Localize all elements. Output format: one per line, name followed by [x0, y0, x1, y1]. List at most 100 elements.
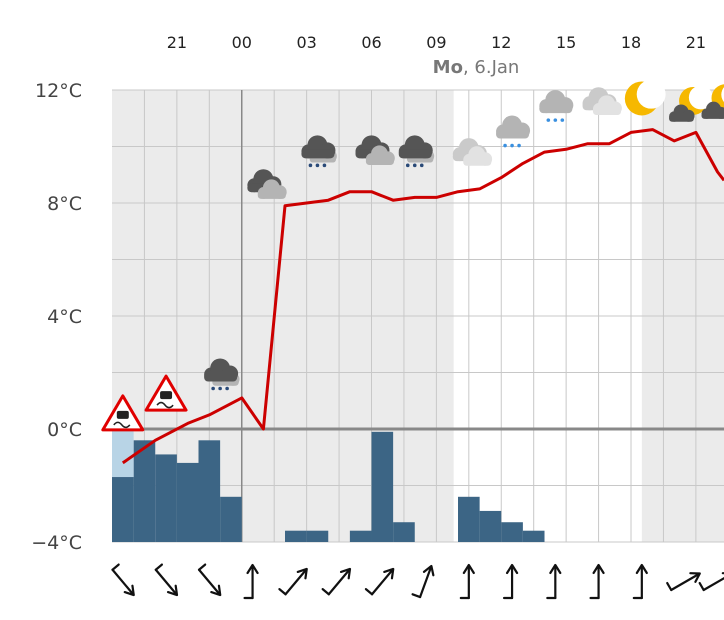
wind-arrow-icon [197, 563, 222, 597]
x-tick-label: 09 [426, 33, 446, 52]
rain-drop [517, 143, 521, 148]
arrow-barb [411, 593, 422, 599]
wind-arrow-icon [666, 572, 701, 592]
cloud-base [365, 157, 394, 165]
precip-bar [501, 522, 523, 542]
arrow-barb [698, 581, 705, 592]
overcast-cloud-icon [247, 169, 287, 199]
arrow-head [689, 572, 701, 583]
cloud-base [592, 107, 622, 115]
y-tick-label: 8°C [47, 193, 82, 215]
temperature-line-group [121, 128, 724, 465]
moon-icon [624, 79, 666, 116]
moon-cloud-icon [669, 85, 713, 122]
arrow-shaft [418, 565, 433, 599]
precip-bar [176, 462, 199, 542]
rain-drop [308, 163, 313, 168]
front-cloud [398, 135, 433, 159]
rain-drop [412, 163, 417, 168]
moon-shape [624, 79, 666, 116]
wind-arrow-icon [459, 563, 475, 600]
warning-triangle [101, 394, 145, 432]
cloud-base [669, 114, 694, 122]
arrow-head [462, 563, 475, 575]
cloud-base [539, 104, 573, 114]
heavy-rain-cloud-icon [204, 358, 240, 391]
arrow-head [383, 567, 395, 580]
precip-bar [371, 431, 394, 542]
rain-drop [553, 118, 558, 122]
y-tick-label: 4°C [47, 306, 82, 328]
rain-drop [322, 163, 327, 168]
cloud-base [463, 158, 492, 166]
rain-drop [560, 118, 565, 122]
arrow-barb [321, 588, 330, 596]
front-cloud [539, 90, 574, 114]
x-tick-label: 03 [296, 33, 316, 52]
precip-bar [393, 522, 415, 542]
wind-arrow-icon [364, 567, 395, 596]
slippery-road-warning-icon [144, 374, 188, 412]
heavy-rain-cloud-icon [398, 135, 435, 168]
temperature-line [121, 128, 724, 465]
date-day: Mo [433, 57, 463, 78]
warning-triangle [144, 374, 188, 412]
snow-bar [112, 420, 134, 478]
rain-drop [225, 386, 229, 391]
arrow-head [592, 563, 605, 575]
lower-cloud [257, 179, 287, 199]
precip-bar [198, 440, 221, 542]
arrow-shaft [670, 572, 701, 592]
light-rain-cloud-icon [496, 115, 531, 148]
front-cloud [701, 101, 724, 119]
cloud-base [701, 112, 724, 119]
cloud-base [301, 149, 335, 159]
light-cloud-icon [582, 87, 622, 115]
wind-arrow-icon [154, 563, 179, 597]
arrow-shaft [111, 568, 135, 596]
arrow-head [166, 584, 179, 597]
arrow-shaft [327, 568, 351, 596]
rain-drop [218, 386, 222, 391]
precip-bar [285, 530, 307, 542]
cloud-base [257, 191, 286, 199]
wind-arrow-icon [411, 564, 435, 599]
x-axis-tick-labels: 21 00 03 06 09 12 15 18 21 [167, 33, 706, 52]
date-rest: , 6.Jan [463, 57, 519, 78]
precip-bar [155, 454, 177, 542]
cloud-base [398, 149, 432, 159]
precip-bar [522, 530, 545, 542]
arrow-head [210, 584, 222, 597]
precip-bar [479, 510, 502, 542]
car-body [160, 391, 173, 400]
arrow-barb [154, 563, 164, 571]
rain-drop [211, 386, 215, 391]
x-tick-label: 00 [232, 33, 252, 52]
moon-cut [636, 79, 666, 109]
x-tick-label: 15 [556, 33, 576, 52]
arrow-shaft [284, 568, 308, 596]
arrow-barb [364, 588, 374, 596]
rain-drop [405, 163, 410, 168]
arrow-head [549, 563, 562, 575]
arrow-head [635, 563, 648, 575]
heavy-rain-cloud-icon [301, 135, 337, 168]
moon-cloud-icon [701, 84, 724, 119]
arrow-head [246, 563, 259, 575]
precip-bar [458, 496, 480, 542]
rain-drop [503, 143, 507, 148]
moon-cut [688, 85, 713, 110]
x-tick-label: 18 [621, 33, 641, 52]
skid-mark [113, 421, 131, 429]
y-tick-label: −4°C [31, 532, 82, 554]
front-cloud [592, 95, 622, 115]
x-tick-label: 21 [686, 33, 706, 52]
arrow-shaft [197, 568, 221, 596]
x-tick-label: 21 [167, 33, 187, 52]
y-tick-label: 12°C [35, 80, 82, 102]
precip-bar [306, 530, 329, 542]
arrow-shaft [702, 572, 724, 592]
arrow-shaft [154, 568, 178, 596]
cloud-base [204, 372, 238, 382]
